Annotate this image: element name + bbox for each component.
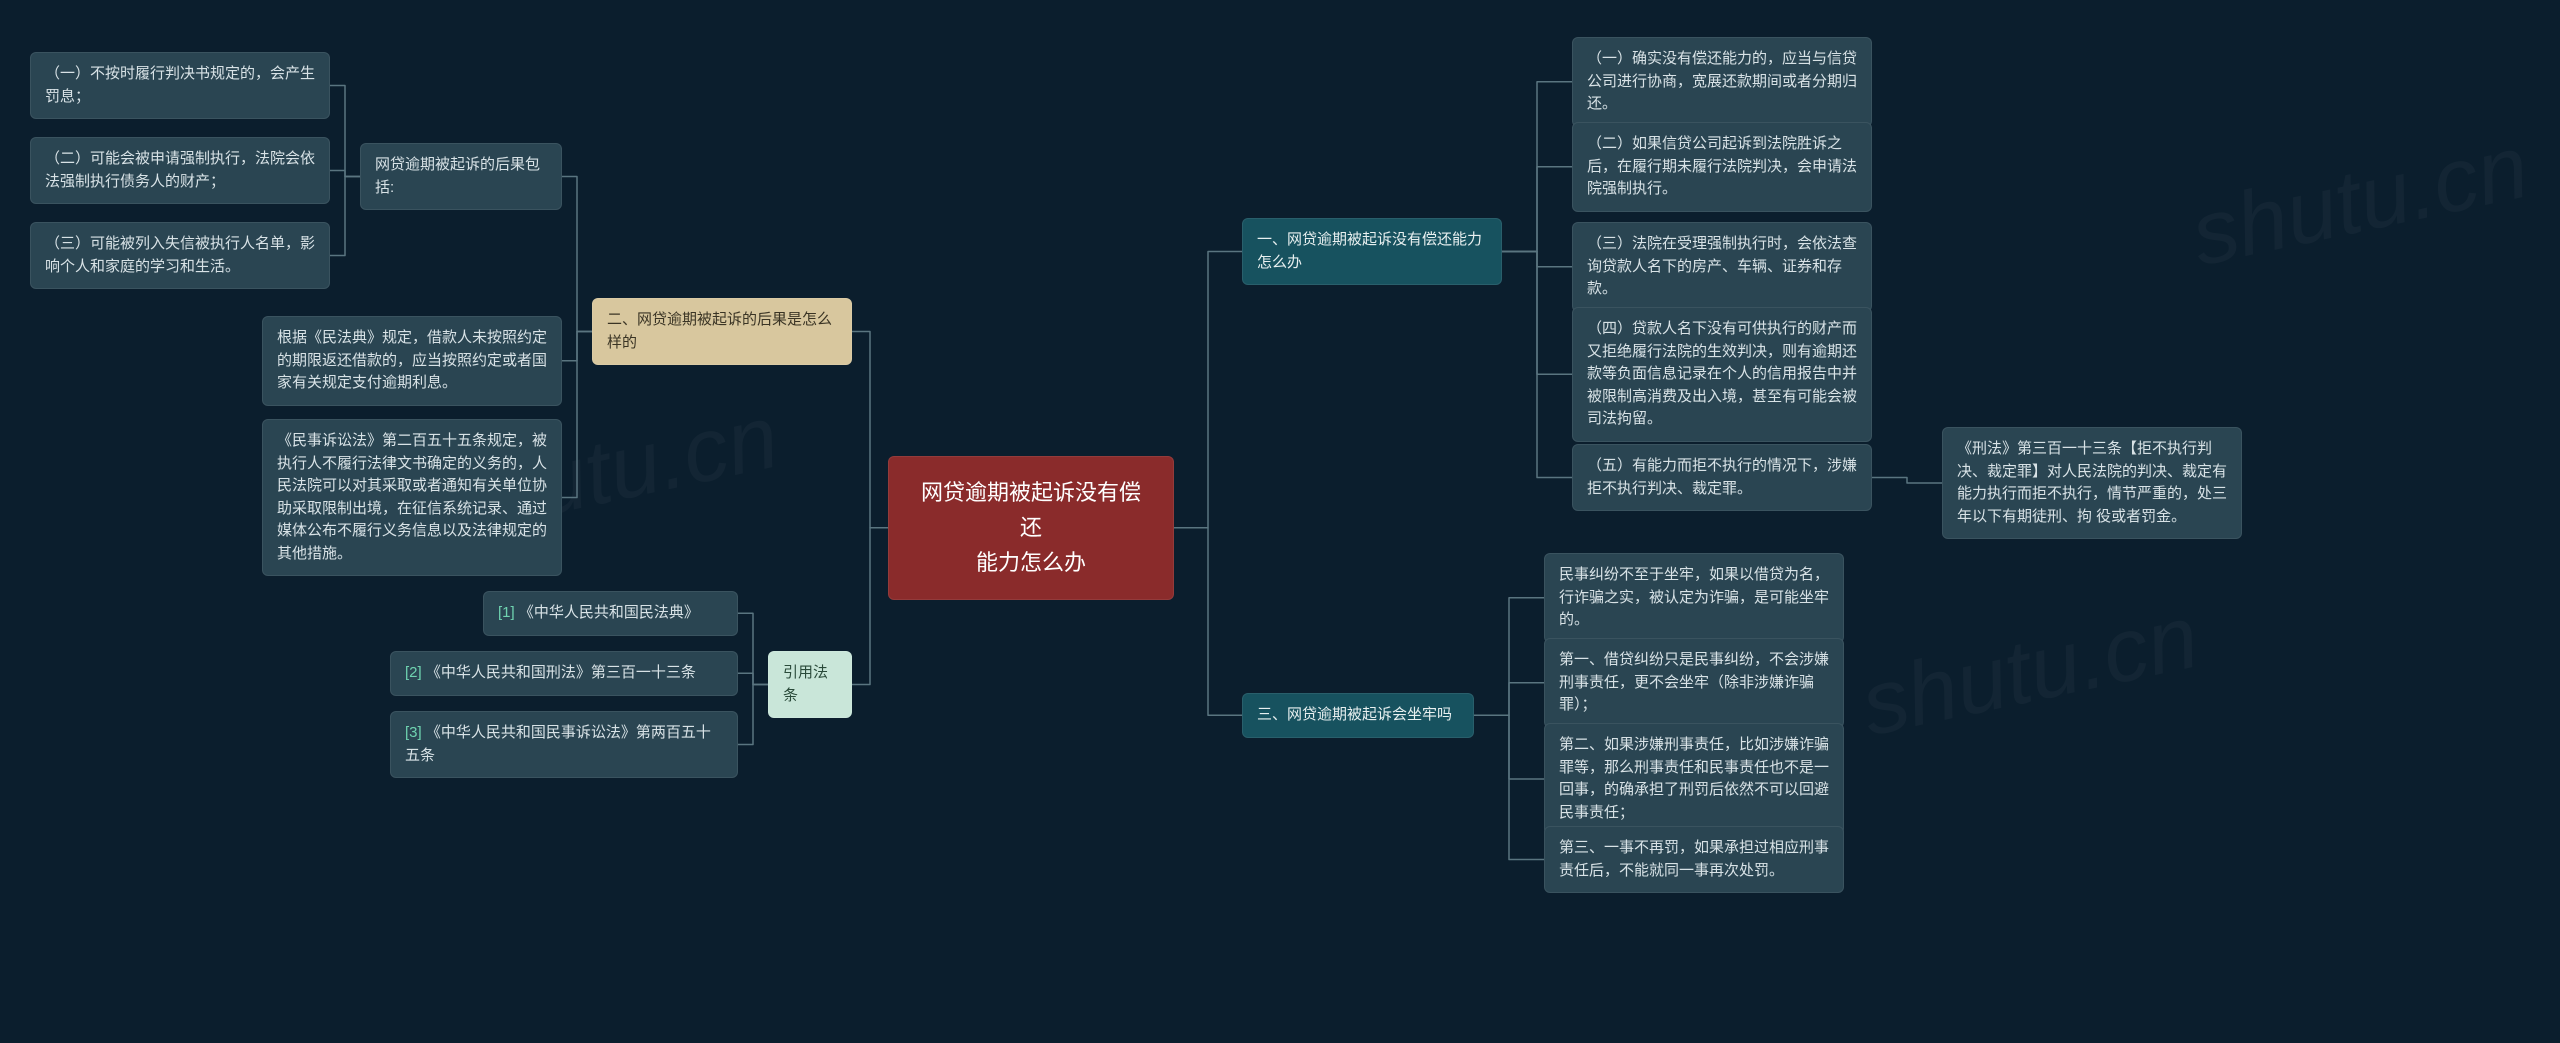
branch-1-label: 一、网贷逾期被起诉没有偿还能力怎么办 [1257, 231, 1482, 271]
b1-child-2: （二）如果信贷公司起诉到法院胜诉之后，在履行期未履行法院判决，会申请法院强制执行… [1572, 122, 1872, 212]
b2-child-3: 《民事诉讼法》第二百五十五条规定，被执行人不履行法律文书确定的义务的，人民法院可… [262, 419, 562, 576]
branch-4: 引用法条 [768, 651, 852, 718]
b2-child-1a: （一）不按时履行判决书规定的，会产生罚息； [30, 52, 330, 119]
b1-child-5: （五）有能力而拒不执行的情况下，涉嫌拒不执行判决、裁定罪。 [1572, 444, 1872, 511]
b1-child-4: （四）贷款人名下没有可供执行的财产而又拒绝履行法院的生效判决，则有逾期还款等负面… [1572, 307, 1872, 442]
b3-child-3: 第二、如果涉嫌刑事责任，比如涉嫌诈骗罪等，那么刑事责任和民事责任也不是一回事，的… [1544, 723, 1844, 835]
b4-child-1: [1] 《中华人民共和国民法典》 [483, 591, 738, 636]
watermark: shutu.cn [1853, 586, 2207, 757]
b4-child-3: [3] 《中华人民共和国民事诉讼法》第两百五十五条 [390, 711, 738, 778]
b3-child-4: 第三、一事不再罚，如果承担过相应刑事责任后，不能就同一事再次处罚。 [1544, 826, 1844, 893]
root-line2: 能力怎么办 [976, 550, 1086, 575]
root-node: 网贷逾期被起诉没有偿还 能力怎么办 [888, 456, 1174, 600]
b3-child-1: 民事纠纷不至于坐牢，如果以借贷为名，行诈骗之实，被认定为诈骗，是可能坐牢的。 [1544, 553, 1844, 643]
b2-child-1: 网贷逾期被起诉的后果包括: [360, 143, 562, 210]
branch-3-label: 三、网贷逾期被起诉会坐牢吗 [1257, 706, 1452, 723]
b2-child-2: 根据《民法典》规定，借款人未按照约定的期限返还借款的，应当按照约定或者国家有关规… [262, 316, 562, 406]
branch-4-label: 引用法条 [783, 664, 828, 704]
b4-child-2: [2] 《中华人民共和国刑法》第三百一十三条 [390, 651, 738, 696]
b4c1-ref: [1] [498, 604, 515, 621]
b4c3-text: 《中华人民共和国民事诉讼法》第两百五十五条 [405, 724, 711, 764]
b2-child-1c: （三）可能被列入失信被执行人名单，影响个人和家庭的学习和生活。 [30, 222, 330, 289]
b3-child-2: 第一、借贷纠纷只是民事纠纷，不会涉嫌刑事责任，更不会坐牢（除非涉嫌诈骗罪）； [1544, 638, 1844, 728]
b1-child-5-sub: 《刑法》第三百一十三条【拒不执行判决、裁定罪】对人民法院的判决、裁定有能力执行而… [1942, 427, 2242, 539]
b1-child-3: （三）法院在受理强制执行时，会依法查询贷款人名下的房产、车辆、证券和存款。 [1572, 222, 1872, 312]
b4c2-ref: [2] [405, 664, 422, 681]
watermark: shutu.cn [2183, 116, 2537, 287]
b2-child-1b: （二）可能会被申请强制执行，法院会依法强制执行债务人的财产； [30, 137, 330, 204]
b4c1-text: 《中华人民共和国民法典》 [519, 604, 699, 621]
branch-1: 一、网贷逾期被起诉没有偿还能力怎么办 [1242, 218, 1502, 285]
branch-2: 二、网贷逾期被起诉的后果是怎么 样的 [592, 298, 852, 365]
root-line1: 网贷逾期被起诉没有偿还 [921, 480, 1141, 540]
branch-3: 三、网贷逾期被起诉会坐牢吗 [1242, 693, 1474, 738]
b1-child-1: （一）确实没有偿还能力的，应当与信贷公司进行协商，宽展还款期间或者分期归还。 [1572, 37, 1872, 127]
branch-2-line2: 样的 [607, 334, 637, 351]
b4c2-text: 《中华人民共和国刑法》第三百一十三条 [426, 664, 696, 681]
b4c3-ref: [3] [405, 724, 422, 741]
branch-2-line1: 二、网贷逾期被起诉的后果是怎么 [607, 311, 832, 328]
